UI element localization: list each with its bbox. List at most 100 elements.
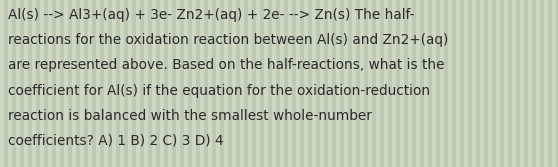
Bar: [492, 0, 496, 167]
Bar: [108, 0, 112, 167]
Bar: [80, 0, 84, 167]
Bar: [232, 0, 236, 167]
Bar: [332, 0, 336, 167]
Bar: [120, 0, 124, 167]
Bar: [28, 0, 32, 167]
Bar: [468, 0, 472, 167]
Bar: [532, 0, 536, 167]
Bar: [396, 0, 400, 167]
Bar: [124, 0, 128, 167]
Bar: [36, 0, 40, 167]
Bar: [284, 0, 288, 167]
Bar: [0, 0, 4, 167]
Bar: [420, 0, 424, 167]
Bar: [24, 0, 28, 167]
Bar: [524, 0, 528, 167]
Bar: [68, 0, 72, 167]
Bar: [356, 0, 360, 167]
Bar: [100, 0, 104, 167]
Bar: [144, 0, 148, 167]
Bar: [324, 0, 328, 167]
Bar: [200, 0, 204, 167]
Bar: [304, 0, 308, 167]
Bar: [148, 0, 152, 167]
Bar: [156, 0, 160, 167]
Bar: [268, 0, 272, 167]
Bar: [348, 0, 352, 167]
Bar: [428, 0, 432, 167]
Bar: [160, 0, 164, 167]
Bar: [556, 0, 558, 167]
Bar: [192, 0, 196, 167]
Bar: [372, 0, 376, 167]
Bar: [12, 0, 16, 167]
Bar: [368, 0, 372, 167]
Bar: [252, 0, 256, 167]
Bar: [308, 0, 312, 167]
Bar: [292, 0, 296, 167]
Bar: [528, 0, 532, 167]
Text: Al(s) --> Al3+(aq) + 3e- Zn2+(aq) + 2e- --> Zn(s) The half-: Al(s) --> Al3+(aq) + 3e- Zn2+(aq) + 2e- …: [8, 8, 415, 22]
Bar: [204, 0, 208, 167]
Bar: [60, 0, 64, 167]
Bar: [364, 0, 368, 167]
Bar: [412, 0, 416, 167]
Bar: [384, 0, 388, 167]
Bar: [516, 0, 520, 167]
Bar: [512, 0, 516, 167]
Bar: [548, 0, 552, 167]
Bar: [300, 0, 304, 167]
Bar: [376, 0, 380, 167]
Bar: [260, 0, 264, 167]
Bar: [236, 0, 240, 167]
Bar: [272, 0, 276, 167]
Bar: [456, 0, 460, 167]
Text: reaction is balanced with the smallest whole-number: reaction is balanced with the smallest w…: [8, 109, 372, 123]
Bar: [500, 0, 504, 167]
Bar: [116, 0, 120, 167]
Bar: [280, 0, 284, 167]
Bar: [176, 0, 180, 167]
Bar: [540, 0, 544, 167]
Bar: [248, 0, 252, 167]
Bar: [196, 0, 200, 167]
Bar: [404, 0, 408, 167]
Bar: [360, 0, 364, 167]
Bar: [264, 0, 268, 167]
Bar: [48, 0, 52, 167]
Bar: [84, 0, 88, 167]
Bar: [72, 0, 76, 167]
Bar: [488, 0, 492, 167]
Bar: [212, 0, 216, 167]
Bar: [320, 0, 324, 167]
Bar: [352, 0, 356, 167]
Bar: [40, 0, 44, 167]
Bar: [444, 0, 448, 167]
Bar: [96, 0, 100, 167]
Bar: [496, 0, 500, 167]
Bar: [484, 0, 488, 167]
Bar: [88, 0, 92, 167]
Bar: [168, 0, 172, 167]
Text: coefficients? A) 1 B) 2 C) 3 D) 4: coefficients? A) 1 B) 2 C) 3 D) 4: [8, 134, 224, 148]
Bar: [208, 0, 212, 167]
Text: are represented above. Based on the half-reactions, what is the: are represented above. Based on the half…: [8, 58, 445, 72]
Bar: [464, 0, 468, 167]
Bar: [8, 0, 12, 167]
Bar: [288, 0, 292, 167]
Bar: [432, 0, 436, 167]
Bar: [172, 0, 176, 167]
Bar: [536, 0, 540, 167]
Bar: [216, 0, 220, 167]
Bar: [224, 0, 228, 167]
Bar: [16, 0, 20, 167]
Bar: [228, 0, 232, 167]
Text: coefficient for Al(s) if the equation for the oxidation-reduction: coefficient for Al(s) if the equation fo…: [8, 84, 430, 98]
Bar: [436, 0, 440, 167]
Bar: [56, 0, 60, 167]
Bar: [76, 0, 80, 167]
Bar: [552, 0, 556, 167]
Text: reactions for the oxidation reaction between Al(s) and Zn2+(aq): reactions for the oxidation reaction bet…: [8, 33, 449, 47]
Bar: [256, 0, 260, 167]
Bar: [312, 0, 316, 167]
